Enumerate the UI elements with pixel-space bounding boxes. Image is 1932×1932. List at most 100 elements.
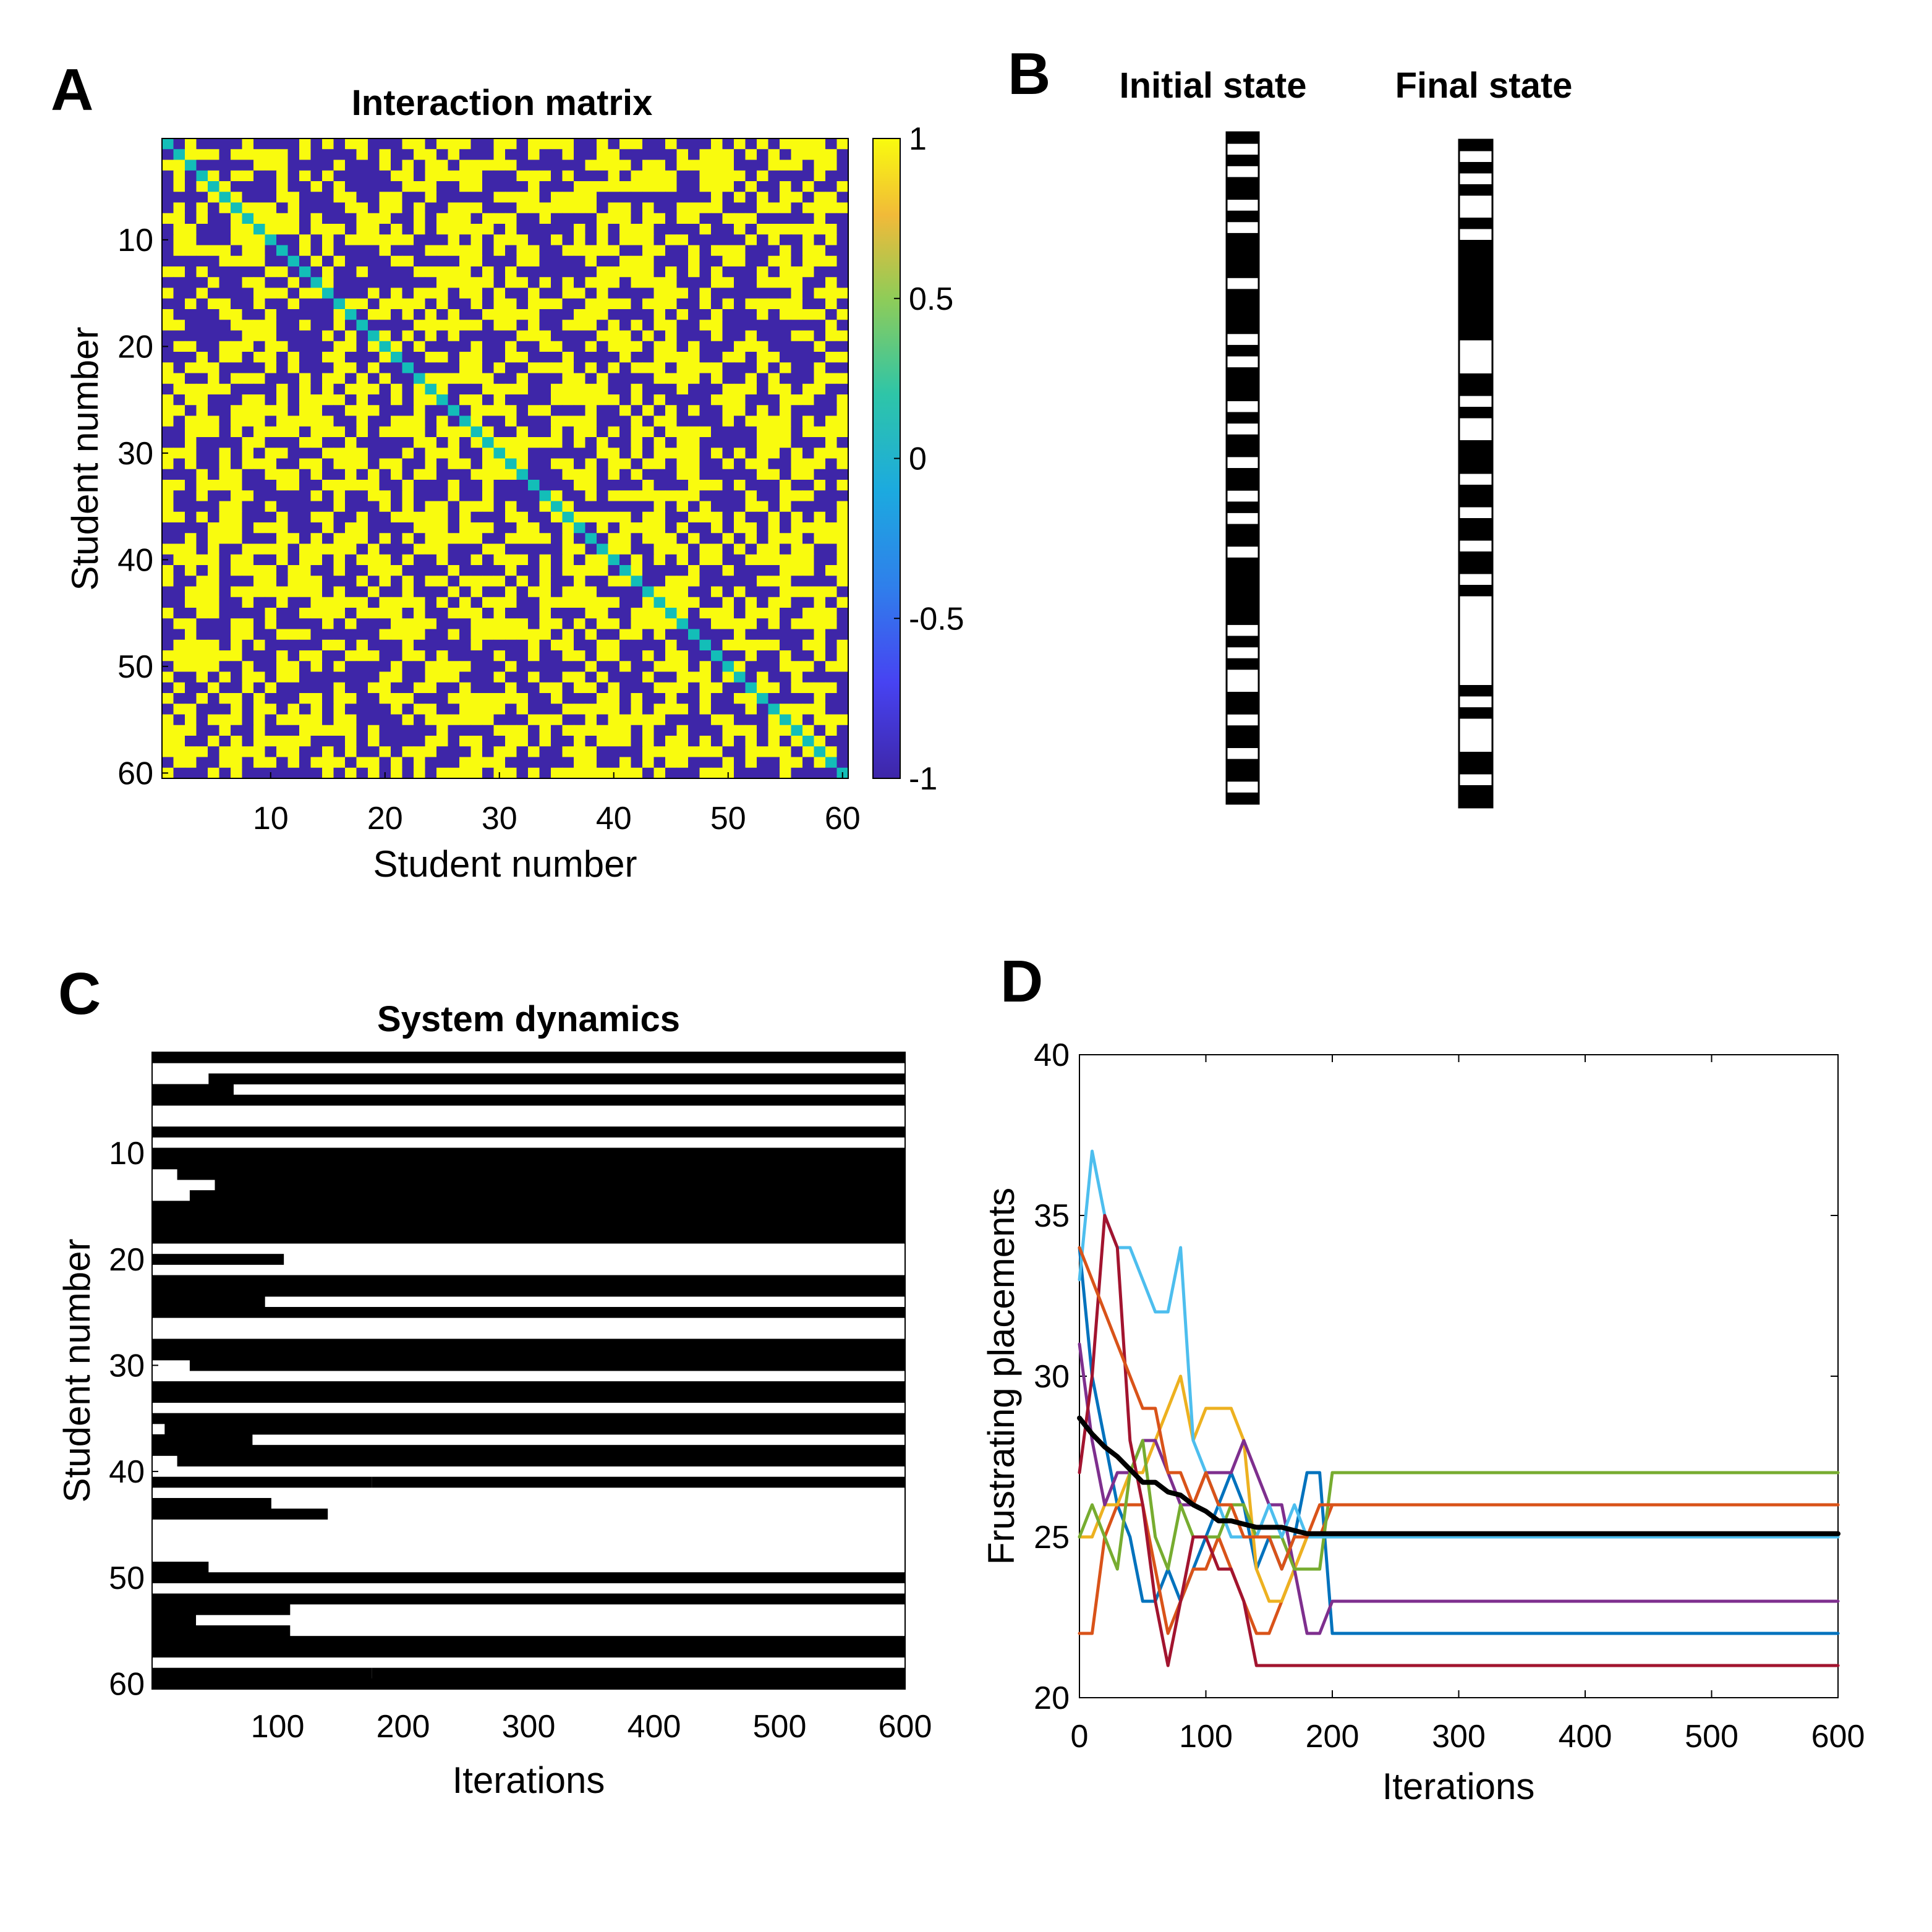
matrix-cell	[185, 650, 197, 662]
matrix-cell	[653, 490, 666, 502]
matrix-cell	[219, 714, 231, 726]
matrix-cell	[287, 576, 300, 587]
matrix-cell	[333, 352, 346, 363]
state-segment	[152, 1667, 372, 1679]
matrix-cell	[242, 181, 254, 192]
matrix-cell	[608, 501, 620, 513]
matrix-cell	[780, 736, 792, 747]
matrix-cell	[688, 405, 700, 417]
matrix-cell	[619, 341, 632, 352]
matrix-cell	[665, 383, 678, 395]
matrix-cell	[699, 661, 712, 673]
matrix-cell	[802, 437, 815, 448]
matrix-cell	[642, 383, 655, 395]
matrix-cell	[528, 704, 540, 715]
matrix-cell	[745, 511, 757, 523]
matrix-cell	[505, 682, 517, 694]
matrix-cell	[482, 458, 495, 470]
matrix-cell	[356, 192, 368, 203]
matrix-cell	[676, 245, 689, 257]
matrix-cell	[470, 170, 483, 182]
matrix-cell	[276, 320, 289, 331]
matrix-cell	[356, 352, 368, 363]
matrix-cell	[391, 320, 403, 331]
matrix-cell	[734, 565, 746, 576]
matrix-cell	[493, 543, 506, 555]
matrix-cell	[653, 522, 666, 534]
matrix-cell	[631, 298, 643, 310]
matrix-cell	[448, 597, 460, 608]
matrix-cell	[482, 245, 495, 257]
matrix-cell	[368, 725, 380, 736]
matrix-cell	[539, 490, 551, 502]
matrix-cell	[711, 693, 723, 704]
matrix-cell	[265, 362, 277, 374]
matrix-cell	[310, 415, 323, 427]
matrix-cell	[516, 671, 529, 683]
matrix-cell	[173, 309, 185, 320]
matrix-cell	[562, 597, 574, 608]
matrix-cell	[299, 181, 312, 192]
state-cell	[1459, 329, 1492, 341]
matrix-cell	[814, 287, 826, 299]
matrix-cell	[185, 576, 197, 587]
matrix-cell	[208, 138, 220, 150]
matrix-cell	[196, 661, 208, 673]
matrix-cell	[619, 149, 632, 161]
matrix-cell	[196, 608, 208, 619]
matrix-cell	[185, 405, 197, 417]
matrix-cell	[231, 298, 243, 310]
matrix-cell	[528, 287, 540, 299]
matrix-cell	[814, 490, 826, 502]
matrix-cell	[711, 511, 723, 523]
matrix-cell	[322, 234, 334, 246]
matrix-cell	[414, 149, 426, 161]
matrix-cell	[836, 597, 849, 608]
matrix-cell	[585, 469, 597, 480]
matrix-cell	[825, 714, 838, 726]
matrix-cell	[208, 597, 220, 608]
matrix-cell	[597, 533, 609, 545]
matrix-cell	[299, 490, 312, 502]
matrix-cell	[780, 192, 792, 203]
matrix-cell	[345, 245, 357, 257]
state-segment	[152, 1434, 253, 1445]
matrix-cell	[688, 437, 700, 448]
matrix-cell	[642, 394, 655, 406]
matrix-cell	[528, 138, 540, 150]
matrix-cell	[322, 405, 334, 417]
panel-letter-a: A	[51, 57, 93, 123]
matrix-cell	[333, 746, 346, 758]
matrix-cell	[185, 362, 197, 374]
matrix-cell	[711, 266, 723, 278]
matrix-cell	[539, 693, 551, 704]
matrix-cell	[208, 437, 220, 448]
matrix-cell	[162, 565, 174, 576]
matrix-cell	[528, 373, 540, 385]
matrix-cell	[676, 767, 689, 779]
matrix-cell	[688, 736, 700, 747]
matrix-cell	[597, 138, 609, 150]
state-segment	[152, 1285, 905, 1297]
matrix-cell	[173, 138, 185, 150]
matrix-cell	[699, 650, 712, 662]
matrix-cell	[231, 554, 243, 566]
matrix-cell	[208, 671, 220, 683]
matrix-cell	[642, 245, 655, 257]
matrix-cell	[631, 266, 643, 278]
matrix-cell	[699, 757, 712, 768]
matrix-cell	[699, 576, 712, 587]
matrix-cell	[436, 170, 449, 182]
matrix-cell	[836, 352, 849, 363]
matrix-cell	[436, 533, 449, 545]
x-axis-label: Student number	[373, 843, 637, 885]
matrix-cell	[425, 533, 437, 545]
matrix-cell	[551, 394, 563, 406]
matrix-cell	[448, 736, 460, 747]
matrix-cell	[482, 234, 495, 246]
matrix-cell	[814, 671, 826, 683]
matrix-cell	[802, 298, 815, 310]
matrix-cell	[825, 234, 838, 246]
matrix-cell	[699, 746, 712, 758]
matrix-cell	[185, 287, 197, 299]
